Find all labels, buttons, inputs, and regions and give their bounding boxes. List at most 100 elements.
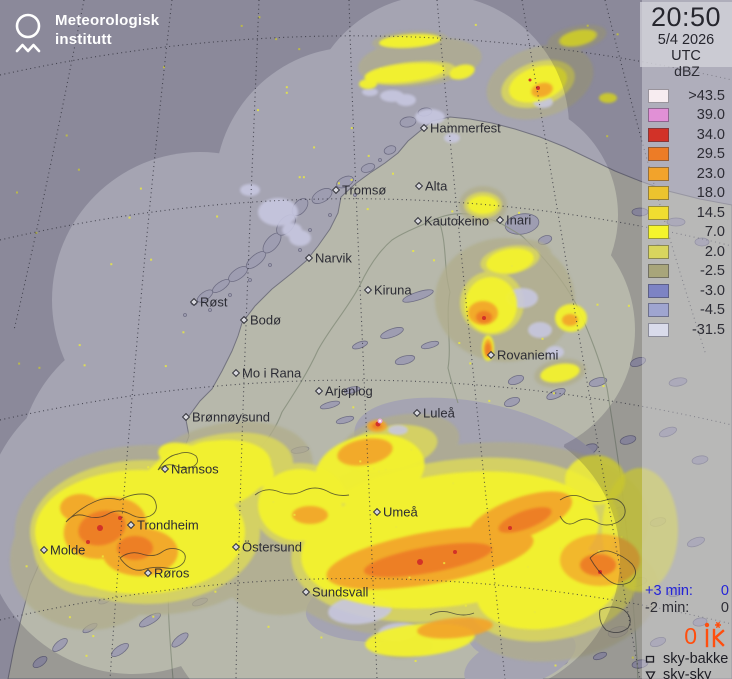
city-label: Røros: [154, 566, 190, 581]
city-label: Molde: [50, 543, 85, 558]
city-marker-alta: Alta: [414, 179, 448, 194]
clutter-dot: [147, 466, 150, 469]
city-diamond-icon: [189, 297, 199, 307]
city-marker-kautokeino: Kautokeino: [413, 214, 489, 229]
city-label: Bodø: [250, 313, 281, 328]
clutter-dot: [552, 392, 555, 395]
legend-swatch: [648, 205, 669, 220]
time-display: 20:50: [650, 2, 722, 32]
clutter-dot: [408, 576, 411, 579]
legend-swatch: [648, 186, 669, 201]
clutter-dot: [337, 182, 340, 185]
clutter-dot: [359, 460, 362, 463]
clutter-dot: [293, 513, 296, 516]
legend-swatch: [648, 225, 669, 240]
city-label: Inari: [506, 213, 531, 228]
clutter-dot: [216, 215, 219, 218]
legend-row: 29.5: [646, 145, 728, 165]
clutter-dot: [77, 168, 80, 171]
city-label: Arjeplog: [325, 384, 373, 399]
legend-swatch: [648, 147, 669, 162]
clutter-dot: [350, 178, 353, 181]
clutter-dot: [606, 135, 609, 138]
clutter-dot: [320, 636, 323, 639]
clutter-dot: [586, 24, 589, 27]
legend-rows: >43.5 39.0 34.0 29.5 23.0 18.0 14.5 7.0 2.0 -2.5 -…: [646, 86, 728, 340]
clutter-dot: [586, 595, 589, 597]
city-label: Östersund: [242, 540, 302, 555]
clutter-dot: [150, 258, 153, 261]
clutter-dot: [598, 550, 601, 553]
clutter-dot: [554, 664, 557, 667]
square-symbol-icon: [645, 655, 655, 663]
city-marker-troms-: Tromsø: [331, 183, 386, 198]
clutter-dot: [412, 250, 415, 252]
nowcast-minus-value: 0: [720, 599, 729, 616]
city-label: Umeå: [383, 505, 418, 520]
clutter-dot: [541, 337, 544, 340]
nowcast-plus-value: 0: [720, 583, 729, 599]
city-diamond-icon: [143, 568, 153, 578]
clutter-dot: [392, 172, 394, 175]
legend-label: -2.5: [700, 263, 725, 280]
clutter-dot: [379, 67, 382, 70]
legend-swatch: [648, 322, 669, 337]
city-label: Kiruna: [374, 283, 412, 298]
legend-row: -3.0: [646, 281, 728, 301]
legend-label: 18.0: [696, 185, 725, 202]
clutter-dot: [627, 304, 630, 307]
clutter-dot: [83, 364, 86, 367]
legend-label: 34.0: [696, 126, 725, 143]
clutter-dot: [257, 109, 259, 112]
city-label: Røst: [200, 295, 228, 310]
clutter-dot: [272, 501, 275, 503]
city-diamond-icon: [39, 545, 49, 555]
legend-label: 39.0: [696, 107, 725, 124]
clutter-dot: [214, 590, 217, 593]
clutter-dot: [367, 154, 370, 157]
clutter-dot: [302, 176, 305, 179]
sky-bakke-label: sky-bakke: [663, 651, 729, 667]
org-name-line1: Meteorologisk: [55, 12, 160, 29]
legend-label: -4.5: [700, 302, 725, 319]
city-marker-hammerfest: Hammerfest: [419, 121, 501, 136]
city-marker-br-nn-ysund: Brønnøysund: [181, 410, 270, 425]
clutter-dot: [25, 565, 28, 568]
legend-label: 23.0: [696, 165, 725, 182]
org-name: Meteorologisk institutt: [55, 12, 159, 50]
sky-bakke-row: sky-bakke: [645, 651, 729, 667]
city-layer: Hammerfest Alta Tromsø Kautokeino Inari Narvi…: [39, 121, 559, 600]
legend-label: >43.5: [688, 87, 725, 104]
legend-row: 14.5: [646, 203, 728, 223]
clutter-dot: [285, 86, 288, 89]
clutter-dot: [377, 470, 380, 473]
clutter-dot: [464, 604, 467, 607]
city-diamond-icon: [231, 368, 241, 378]
legend-label: 14.5: [696, 204, 725, 221]
clutter-dot: [352, 406, 355, 409]
city-label: Mo i Rana: [242, 366, 302, 381]
clutter-dot: [78, 344, 81, 347]
legend-swatch: [648, 88, 669, 103]
city-label: Sundsvall: [312, 585, 368, 600]
clutter-dot: [68, 616, 71, 619]
clutter-dot: [258, 16, 261, 19]
clutter-dot: [518, 211, 521, 214]
city-diamond-icon: [160, 464, 170, 474]
clutter-dot: [451, 210, 454, 213]
city-marker-bod-: Bodø: [239, 313, 281, 328]
city-diamond-icon: [486, 350, 496, 360]
timezone-label: UTC: [671, 48, 701, 65]
clutter-dot: [298, 176, 301, 179]
legend-swatch: [648, 303, 669, 318]
legend-swatch: [648, 283, 669, 298]
clutter-dot: [474, 23, 477, 26]
city-diamond-icon: [231, 542, 241, 552]
city-label: Alta: [425, 179, 448, 194]
clutter-dot: [240, 24, 243, 27]
clutter-dot: [139, 187, 142, 190]
clutter-dot: [395, 526, 398, 528]
lightning-icon: [704, 621, 725, 648]
